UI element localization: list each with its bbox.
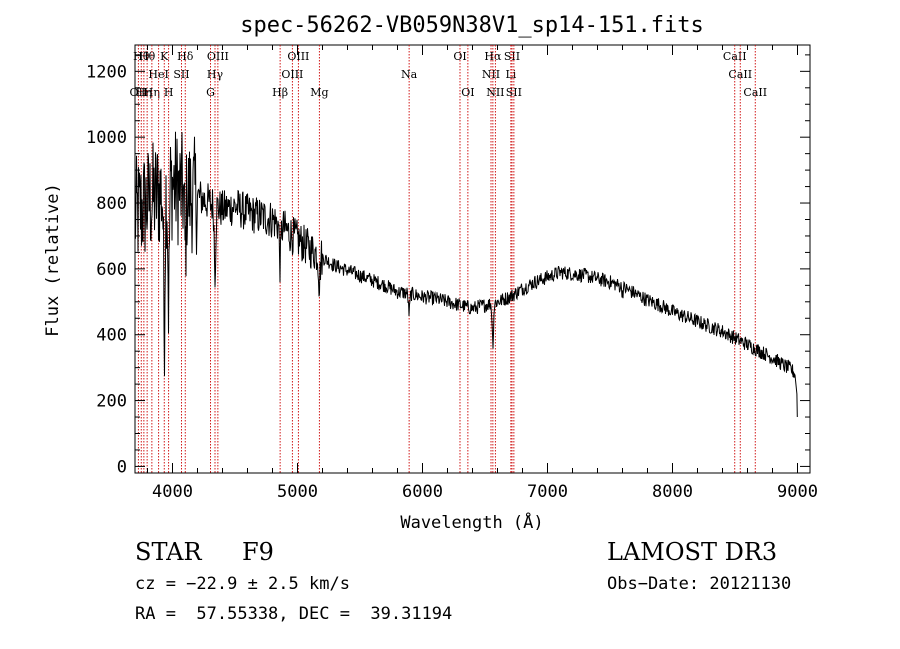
line-label: OI: [453, 50, 466, 63]
x-tick-label: 7000: [527, 482, 568, 502]
line-label: Hγ: [207, 68, 224, 81]
obs-date: Obs−Date: 20121130: [607, 574, 792, 594]
line-label: Hη: [144, 86, 160, 99]
line-label: OI: [461, 86, 474, 99]
line-label: NII: [482, 68, 500, 81]
y-axis-label: Flux (relative): [43, 183, 63, 337]
line-label: OIII: [207, 50, 229, 63]
plot-frame: [134, 44, 811, 474]
spectrum-line: [134, 131, 798, 418]
x-tick-label: 4000: [152, 482, 193, 502]
line-label: Na: [401, 68, 418, 81]
line-label: K: [160, 50, 169, 63]
line-label: SII: [506, 86, 522, 99]
line-label: G: [206, 86, 215, 99]
x-tick-label: 5000: [277, 482, 318, 502]
line-label: SII: [504, 50, 520, 63]
y-tick-label: 800: [96, 194, 127, 214]
line-label: Hα: [484, 50, 502, 63]
line-label: OII: [130, 86, 148, 99]
line-label: OIII: [281, 68, 303, 81]
axis-ticks: 4000 5000 6000 7000 8000 9000 0 200 400 600 800 100…: [86, 45, 818, 502]
line-label: OIII: [287, 50, 309, 63]
line-label: CaII: [723, 50, 747, 63]
y-tick-label: 1200: [86, 62, 127, 82]
x-tick-label: 6000: [402, 482, 443, 502]
y-tick-label: 1000: [86, 128, 127, 148]
line-label: Hη: [136, 86, 152, 99]
y-tick-label: 0: [117, 457, 127, 477]
line-label: Hθ: [133, 50, 150, 63]
line-label: Mg: [310, 86, 328, 99]
line-label: NII: [486, 86, 504, 99]
y-tick-label: 400: [96, 326, 127, 346]
chart-title: spec-56262-VB059N38V1_sp14-151.fits: [240, 13, 704, 38]
line-label: Li: [505, 68, 516, 81]
coordinates: RA = 57.55338, DEC = 39.31194: [135, 604, 453, 624]
line-label: H: [164, 86, 174, 99]
y-tick-label: 600: [96, 260, 127, 280]
line-label: HeI: [148, 68, 168, 81]
line-label: Hθ: [139, 50, 156, 63]
spectral-line-markers: OII Hθ Hη Hθ Hη HeI K H SII Hδ G Hγ OIII Hβ OIII OIII Mg…: [130, 45, 767, 473]
object-subclass: F9: [242, 538, 274, 566]
survey-name: LAMOST DR3: [607, 538, 778, 566]
object-class: STAR: [135, 538, 202, 566]
x-tick-label: 8000: [652, 482, 693, 502]
line-label: CaII: [728, 68, 752, 81]
line-label: CaII: [743, 86, 767, 99]
line-label: Hδ: [177, 50, 194, 63]
line-label: Hβ: [272, 86, 288, 99]
line-label: SII: [173, 68, 189, 81]
x-tick-label: 9000: [777, 482, 818, 502]
redshift-value: cz = −22.9 ± 2.5 km/s: [135, 574, 350, 594]
x-axis-label: Wavelength (Å): [400, 511, 543, 533]
y-tick-label: 200: [96, 392, 127, 412]
